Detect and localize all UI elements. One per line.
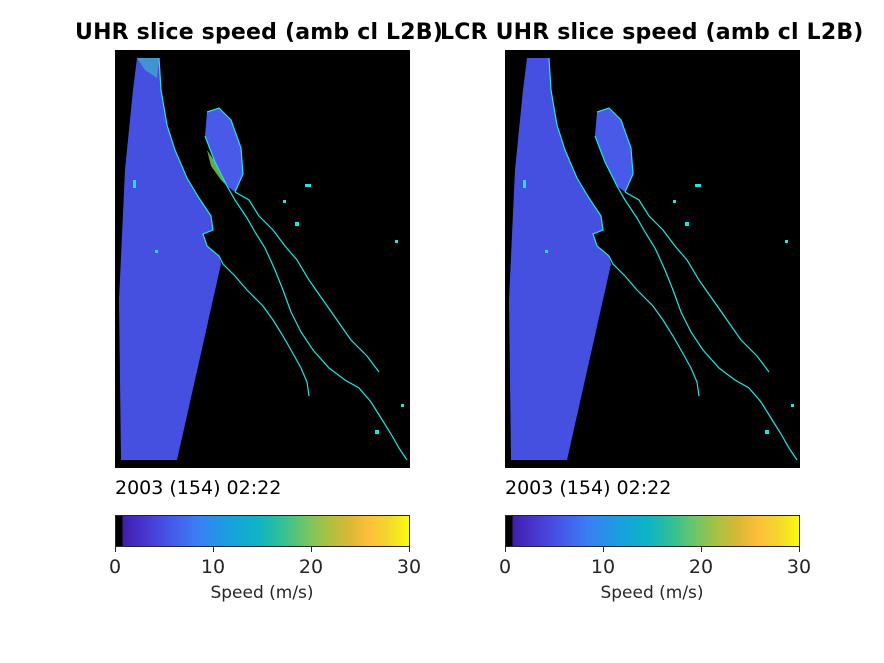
left-tick-20 bbox=[311, 547, 312, 552]
right-colorbar bbox=[505, 515, 800, 547]
left-map-image bbox=[115, 50, 410, 468]
right-tick-10 bbox=[603, 547, 604, 552]
left-timestamp: 2003 (154) 02:22 bbox=[115, 477, 282, 499]
left-ticklabel: 30 bbox=[396, 556, 422, 578]
left-ticklabel: 20 bbox=[298, 556, 324, 578]
right-tick-20 bbox=[701, 547, 702, 552]
gulf-water bbox=[205, 108, 243, 192]
right-ticklabel: 30 bbox=[786, 556, 812, 578]
right-tick-30 bbox=[799, 547, 800, 552]
wind-swath bbox=[119, 58, 221, 460]
left-tick-0 bbox=[115, 547, 116, 552]
right-ticklabel: 0 bbox=[498, 556, 512, 578]
wind-swath bbox=[509, 58, 611, 460]
right-colorbar-label: Speed (m/s) bbox=[600, 583, 704, 603]
right-timestamp: 2003 (154) 02:22 bbox=[505, 477, 672, 499]
left-ticklabel: 0 bbox=[108, 556, 122, 578]
left-panel-title: UHR slice speed (amb cl L2B) bbox=[75, 20, 443, 45]
right-panel-title: LCR UHR slice speed (amb cl L2B) bbox=[440, 20, 864, 45]
right-ticklabel: 20 bbox=[688, 556, 714, 578]
right-ticklabel: 10 bbox=[590, 556, 616, 578]
left-ticklabel: 10 bbox=[200, 556, 226, 578]
left-colorbar-label: Speed (m/s) bbox=[210, 583, 314, 603]
left-colorbar bbox=[115, 515, 410, 547]
right-tick-0 bbox=[505, 547, 506, 552]
left-tick-10 bbox=[213, 547, 214, 552]
right-map-image bbox=[505, 50, 800, 468]
gulf-water bbox=[595, 108, 633, 192]
left-tick-30 bbox=[409, 547, 410, 552]
